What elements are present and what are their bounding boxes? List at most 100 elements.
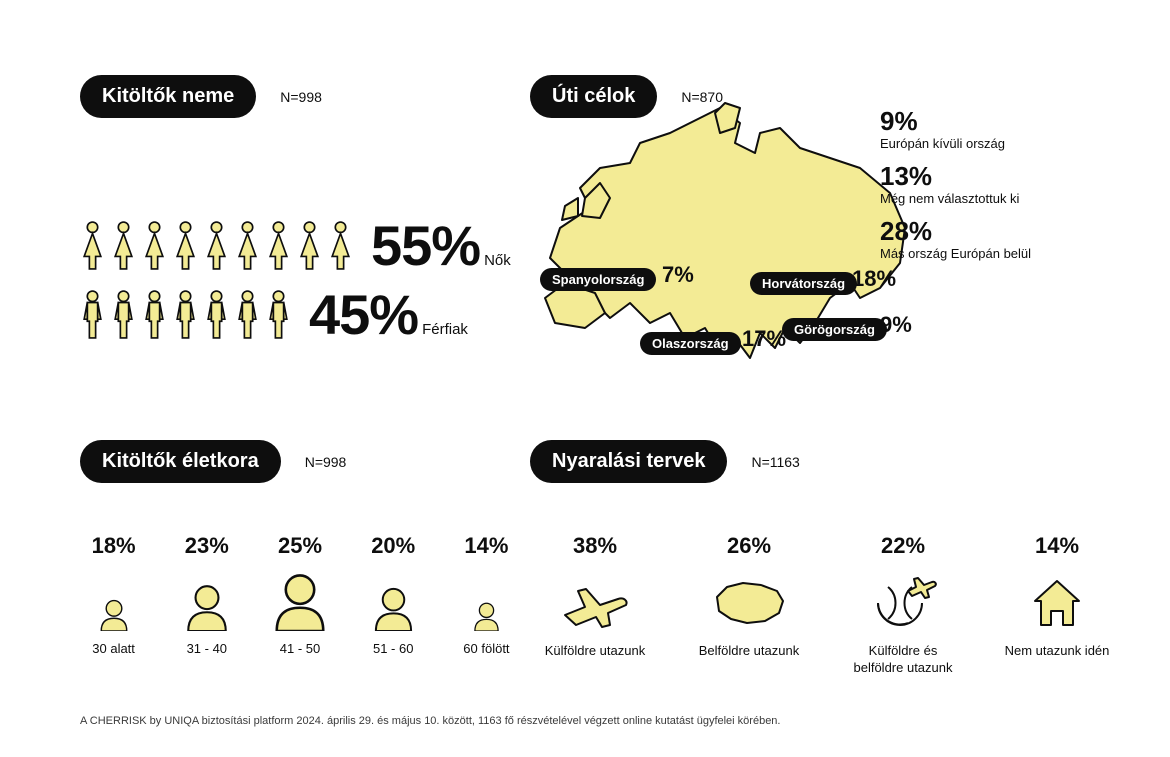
male-label: Férfiak: [422, 321, 468, 338]
female-icon: [266, 221, 291, 271]
age-label: 31 - 40: [187, 641, 227, 656]
age-label: 30 alatt: [92, 641, 135, 656]
age-percent: 14%: [464, 533, 508, 559]
gender-header: Kitöltők neme N=998: [80, 75, 510, 118]
plans-section: Nyaralási tervek N=1163 38% Külföldre ut…: [530, 440, 1130, 677]
male-percent: 45%: [309, 282, 418, 347]
plan-item-3: 14% Nem utazunk idén: [992, 533, 1122, 677]
plane-icon: [560, 575, 630, 631]
country-pill-2: Horvátország: [750, 272, 857, 295]
female-icon: [235, 221, 260, 271]
person-bust-icon: [370, 584, 417, 631]
plan-item-2: 22% Külföldre és belföldre utazunk: [838, 533, 968, 677]
male-icon: [235, 290, 260, 340]
age-icon-wrap: [471, 569, 502, 631]
age-label: 60 fölött: [463, 641, 509, 656]
female-icon: [328, 221, 353, 271]
male-icon: [111, 290, 136, 340]
female-icon: [173, 221, 198, 271]
female-icon: [80, 221, 105, 271]
age-item-3: 20% 51 - 60: [360, 533, 427, 656]
gender-n-label: N=998: [280, 89, 322, 105]
plan-percent: 22%: [881, 533, 925, 559]
person-bust-icon: [269, 569, 331, 631]
female-icon: [111, 221, 136, 271]
age-percent: 18%: [92, 533, 136, 559]
plan-percent: 14%: [1035, 533, 1079, 559]
age-title-pill: Kitöltők életkora: [80, 440, 281, 483]
gender-section: Kitöltők neme N=998: [80, 75, 510, 347]
female-label: Nők: [484, 252, 511, 269]
plan-item-0: 38% Külföldre utazunk: [530, 533, 660, 677]
country-percent-3: 9%: [880, 312, 912, 338]
age-header: Kitöltők életkora N=998: [80, 440, 520, 483]
dest-side-percent: 13%: [880, 163, 1080, 189]
plan-label: Külföldre utazunk: [545, 643, 645, 660]
person-bust-icon: [471, 600, 502, 631]
female-icon: [204, 221, 229, 271]
gender-female-line: 55% Nők: [80, 213, 510, 278]
age-item-1: 23% 31 - 40: [173, 533, 240, 656]
age-icon-wrap: [269, 569, 331, 631]
male-icon: [204, 290, 229, 340]
destinations-body: Spanyolország 7% Olaszország 17% Horváto…: [510, 98, 1110, 398]
age-icon-wrap: [182, 569, 232, 631]
age-label: 41 - 50: [280, 641, 320, 656]
age-item-0: 18% 30 alatt: [80, 533, 147, 656]
male-icon-row: [80, 290, 291, 340]
age-icon-wrap: [370, 569, 417, 631]
male-icon: [266, 290, 291, 340]
plan-icon-wrap: [868, 575, 938, 631]
destinations-section: Úti célok N=870 Spanyolország 7%: [510, 75, 1110, 398]
age-icon-wrap: [97, 569, 131, 631]
person-bust-icon: [182, 581, 232, 631]
age-label: 51 - 60: [373, 641, 413, 656]
male-icon: [173, 290, 198, 340]
footer-text: A CHERRISK by UNIQA biztosítási platform…: [80, 715, 780, 727]
plan-icon-wrap: [1029, 575, 1085, 631]
dest-side-percent: 9%: [880, 108, 1080, 134]
dest-side-percent: 28%: [880, 218, 1080, 244]
female-icon: [142, 221, 167, 271]
age-percent: 23%: [185, 533, 229, 559]
hungary-map-icon: [709, 575, 789, 631]
age-percent: 25%: [278, 533, 322, 559]
dest-side-stat-0: 9% Európán kívüli ország: [880, 108, 1080, 151]
age-item-2: 25% 41 - 50: [266, 533, 333, 656]
country-pill-0: Spanyolország: [540, 268, 656, 291]
age-section: Kitöltők életkora N=998 18% 30 alatt 23%…: [80, 440, 520, 656]
female-icon: [297, 221, 322, 271]
dest-side-label: Még nem választottuk ki: [880, 191, 1080, 206]
age-percent: 20%: [371, 533, 415, 559]
plans-body: 38% Külföldre utazunk 26% Belföldre utaz…: [530, 533, 1130, 677]
age-body: 18% 30 alatt 23% 31 - 40 25% 41 - 50 20%: [80, 533, 520, 656]
plan-label: Nem utazunk idén: [1005, 643, 1110, 660]
plan-icon-wrap: [560, 575, 630, 631]
country-pill-3: Görögország: [782, 318, 887, 341]
age-item-4: 14% 60 fölött: [453, 533, 520, 656]
country-percent-0: 7%: [662, 262, 694, 288]
plan-percent: 26%: [727, 533, 771, 559]
plans-header: Nyaralási tervek N=1163: [530, 440, 1130, 483]
dest-side-stat-2: 28% Más ország Európán belül: [880, 218, 1080, 261]
male-icon: [80, 290, 105, 340]
gender-body: 55% Nők: [80, 213, 510, 347]
age-n-label: N=998: [305, 454, 347, 470]
plan-label: Külföldre és belföldre utazunk: [843, 643, 963, 677]
gender-male-line: 45% Férfiak: [80, 282, 510, 347]
dest-side-label: Európán kívüli ország: [880, 136, 1080, 151]
plans-title-pill: Nyaralási tervek: [530, 440, 727, 483]
dest-side-label: Más ország Európán belül: [880, 246, 1080, 261]
plans-n-label: N=1163: [751, 454, 799, 470]
female-percent: 55%: [371, 213, 480, 278]
country-pill-1: Olaszország: [640, 332, 741, 355]
europe-map: [510, 98, 930, 403]
plan-icon-wrap: [709, 575, 789, 631]
plan-item-1: 26% Belföldre utazunk: [684, 533, 814, 677]
gender-title-pill: Kitöltők neme: [80, 75, 256, 118]
person-bust-icon: [97, 597, 131, 631]
destinations-side-stats: 9% Európán kívüli ország 13% Még nem vál…: [880, 108, 1080, 273]
plan-percent: 38%: [573, 533, 617, 559]
plan-label: Belföldre utazunk: [699, 643, 799, 660]
male-icon: [142, 290, 167, 340]
